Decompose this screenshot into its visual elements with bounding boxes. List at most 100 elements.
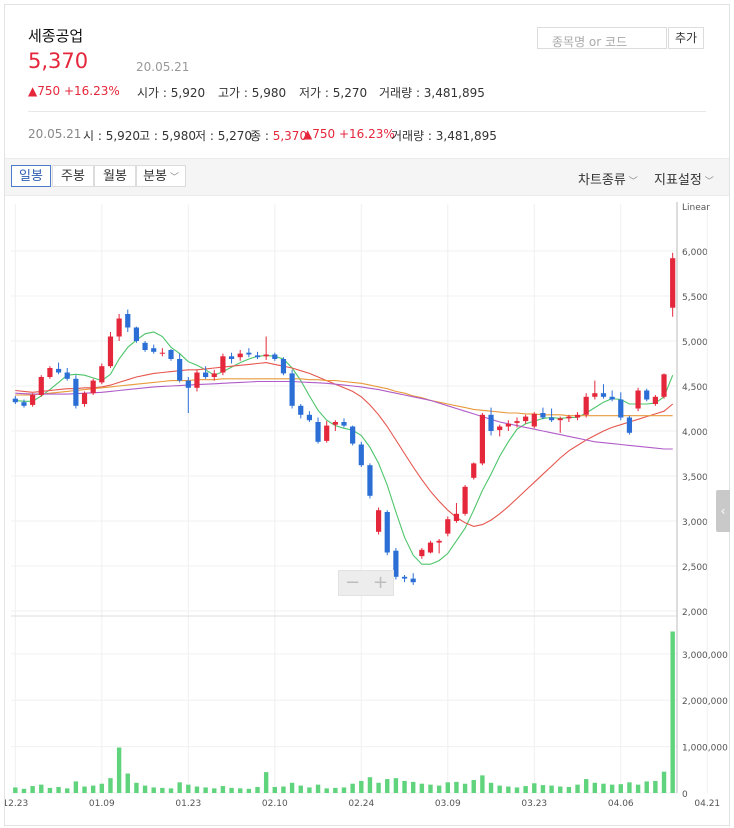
candle-body bbox=[12, 398, 18, 403]
candle-body bbox=[393, 550, 399, 577]
volume-bar bbox=[410, 781, 416, 793]
tab-daily[interactable]: 일봉 bbox=[11, 165, 51, 187]
x-tick-label: 12.23 bbox=[5, 799, 28, 809]
volume-bar bbox=[618, 784, 623, 793]
zoom-out-button[interactable]: − bbox=[344, 572, 361, 593]
candle-body bbox=[497, 426, 503, 431]
x-tick-label: 02.10 bbox=[262, 799, 288, 809]
candle-body bbox=[410, 578, 416, 583]
volume-bar bbox=[30, 786, 35, 793]
volume-bar bbox=[540, 785, 546, 793]
candle-body bbox=[453, 513, 460, 521]
volume-bar bbox=[497, 785, 502, 793]
candle-body bbox=[661, 374, 667, 397]
tab-minute-label: 분봉 bbox=[143, 169, 168, 184]
volume-bar bbox=[670, 631, 675, 793]
volume-bar bbox=[514, 787, 520, 793]
candle-body bbox=[566, 416, 572, 419]
volume-bar bbox=[194, 786, 200, 793]
volume-bar bbox=[229, 787, 234, 793]
candle-body bbox=[419, 549, 425, 557]
y-tick-label: 3,000 bbox=[682, 518, 708, 528]
volume-bar bbox=[376, 782, 381, 793]
y-tick-label: 5,000 bbox=[682, 338, 708, 348]
candle-body bbox=[514, 421, 520, 423]
price-change: ▲750 +16.23% bbox=[28, 84, 120, 98]
candle-body bbox=[670, 258, 676, 308]
candle-body bbox=[315, 422, 321, 442]
chart-toolbar: 일봉 주봉 월봉 분봉 ﹀ 차트종류 ﹀ 지표설정 ﹀ bbox=[5, 158, 729, 196]
candle-body bbox=[479, 414, 485, 464]
volume-bar bbox=[220, 786, 226, 793]
side-panel-toggle[interactable]: ‹ bbox=[716, 490, 730, 532]
chart-type-menu[interactable]: 차트종류 ﹀ bbox=[578, 169, 638, 188]
x-tick-label: 02.24 bbox=[348, 799, 374, 809]
stock-name[interactable]: 세종공업 bbox=[28, 27, 84, 45]
y-tick-label: 3,500 bbox=[682, 473, 708, 483]
low-label: 저가 bbox=[299, 86, 322, 100]
chevron-left-icon: ‹ bbox=[720, 504, 726, 518]
candle-body bbox=[125, 314, 131, 328]
moving-average-line bbox=[15, 380, 673, 450]
candle-body bbox=[652, 396, 658, 404]
volume-bar bbox=[592, 782, 598, 793]
volume-bar bbox=[246, 788, 252, 793]
volume-bar bbox=[289, 782, 295, 793]
stock-chart[interactable]: 2,000 2,500 3,000 3,500 4,000 4,500 5,000 5,500… bbox=[5, 196, 729, 810]
open-price: 시가 : 5,920 bbox=[137, 86, 206, 100]
indicator-menu[interactable]: 지표설정 ﹀ bbox=[654, 169, 714, 188]
volume-value: 3,481,895 bbox=[423, 86, 485, 100]
summary-close-value: 5,370 bbox=[272, 129, 308, 143]
volume-bar bbox=[350, 783, 355, 793]
candle-body bbox=[107, 336, 114, 367]
open-value: 5,920 bbox=[170, 86, 206, 100]
volume-bar bbox=[82, 786, 87, 793]
candle-body bbox=[298, 405, 304, 415]
volume-bar bbox=[151, 787, 156, 793]
low-price: 저가 : 5,270 bbox=[299, 86, 368, 100]
summary-high: 고 : 5,980 bbox=[139, 129, 197, 143]
x-tick-label: 03.09 bbox=[435, 799, 461, 809]
tab-weekly[interactable]: 주봉 bbox=[52, 165, 94, 187]
stock-search-input[interactable]: 종목명 or 코드 bbox=[537, 27, 667, 49]
candle-body bbox=[47, 368, 53, 377]
candle-body bbox=[635, 390, 641, 409]
summary-volume: 거래량 : 3,481,895 bbox=[391, 129, 497, 143]
zoom-in-button[interactable]: + bbox=[372, 572, 389, 593]
tab-monthly[interactable]: 월봉 bbox=[94, 165, 136, 187]
volume-bar bbox=[21, 788, 27, 793]
volume-bar bbox=[212, 788, 217, 793]
candle-body bbox=[488, 414, 494, 431]
volume-bar bbox=[160, 787, 165, 793]
x-tick-label: 03.23 bbox=[521, 799, 547, 809]
volume-bar bbox=[65, 788, 70, 793]
candle-body bbox=[583, 396, 589, 415]
moving-average-line bbox=[15, 331, 674, 565]
volume-bar bbox=[436, 785, 442, 793]
candle-body bbox=[341, 422, 347, 426]
volume-bar bbox=[333, 787, 338, 793]
candle-body bbox=[367, 465, 373, 496]
chart-type-label: 차트종류 bbox=[578, 173, 626, 188]
candle-body bbox=[272, 354, 278, 359]
tab-minute[interactable]: 분봉 ﹀ bbox=[136, 165, 186, 187]
volume-bar bbox=[644, 781, 649, 793]
volume-bar bbox=[281, 786, 286, 793]
add-button[interactable]: 추가 bbox=[668, 27, 704, 49]
candle-body bbox=[540, 413, 546, 418]
candle-body bbox=[384, 512, 390, 553]
candle-body bbox=[55, 368, 62, 373]
candle-body bbox=[462, 486, 468, 514]
volume: 거래량 : 3,481,895 bbox=[379, 86, 485, 100]
summary-open: 시 : 5,920 bbox=[83, 129, 141, 143]
moving-average-line bbox=[15, 362, 674, 527]
y-tick-label: 6,000 bbox=[682, 248, 708, 258]
volume-bar bbox=[13, 787, 18, 793]
x-tick-label: 04.21 bbox=[694, 799, 720, 809]
volume-bar bbox=[627, 782, 632, 793]
volume-bar bbox=[393, 778, 399, 793]
high-price: 고가 : 5,980 bbox=[218, 86, 287, 100]
candle-body bbox=[185, 380, 191, 388]
candle-body bbox=[471, 463, 477, 478]
volume-bar bbox=[255, 786, 260, 793]
